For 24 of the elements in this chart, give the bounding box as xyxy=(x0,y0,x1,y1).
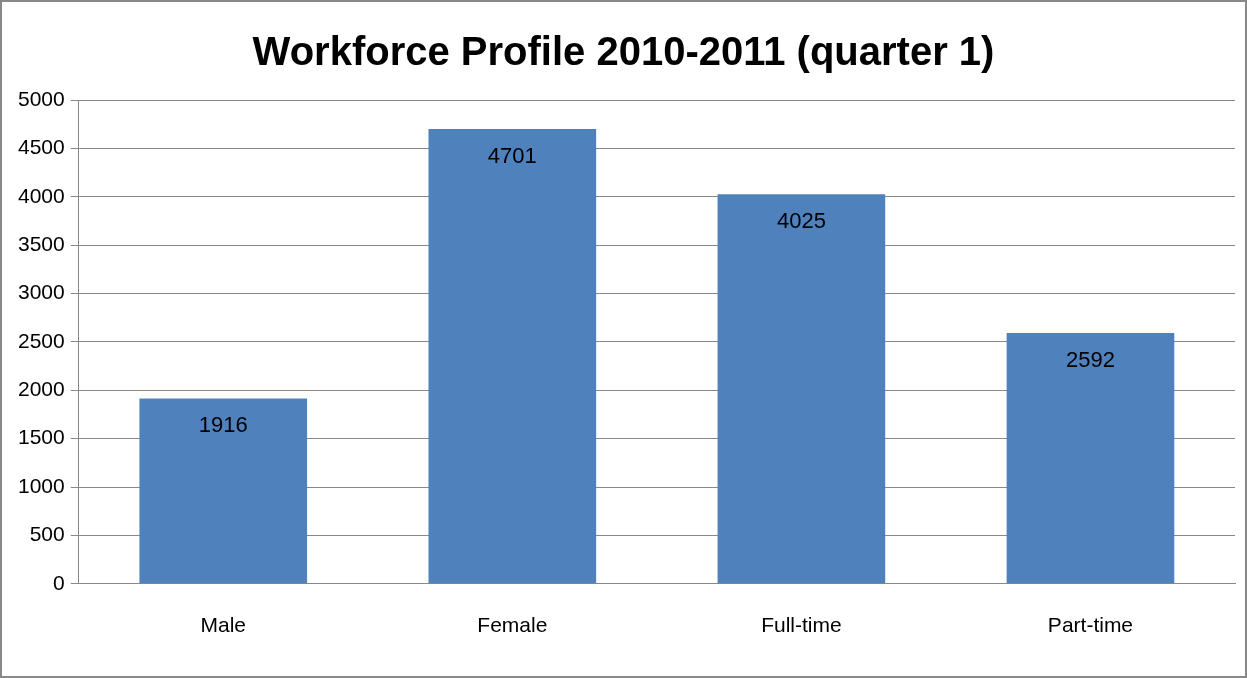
y-tick-label: 1500 xyxy=(18,425,65,449)
x-tick-label: Male xyxy=(200,613,247,637)
y-tick-label: 2000 xyxy=(18,377,65,401)
data-label: 1916 xyxy=(198,412,248,438)
y-tick-label: 3500 xyxy=(18,231,65,255)
chart-title: Workforce Profile 2010-2011 (quarter 1) xyxy=(252,29,995,74)
data-label: 4025 xyxy=(776,208,826,234)
y-tick-label: 2500 xyxy=(18,328,65,352)
y-tick-label: 5000 xyxy=(18,86,65,110)
bar xyxy=(139,398,308,584)
y-tick-label: 4000 xyxy=(18,183,65,207)
y-tick-label: 4500 xyxy=(18,135,65,159)
x-tick-label: Part-time xyxy=(1047,613,1134,637)
y-tick-label: 3000 xyxy=(18,280,65,304)
y-tick-label: 500 xyxy=(29,522,65,546)
data-label: 4701 xyxy=(487,142,537,168)
x-tick-label: Full-time xyxy=(761,613,842,637)
bar xyxy=(717,194,886,584)
y-tick-label: 1000 xyxy=(18,473,65,497)
x-tick-label: Female xyxy=(477,613,548,637)
y-tick-label: 0 xyxy=(53,570,65,594)
bar xyxy=(428,128,597,584)
data-label: 2592 xyxy=(1065,347,1115,373)
bar xyxy=(1006,333,1175,584)
